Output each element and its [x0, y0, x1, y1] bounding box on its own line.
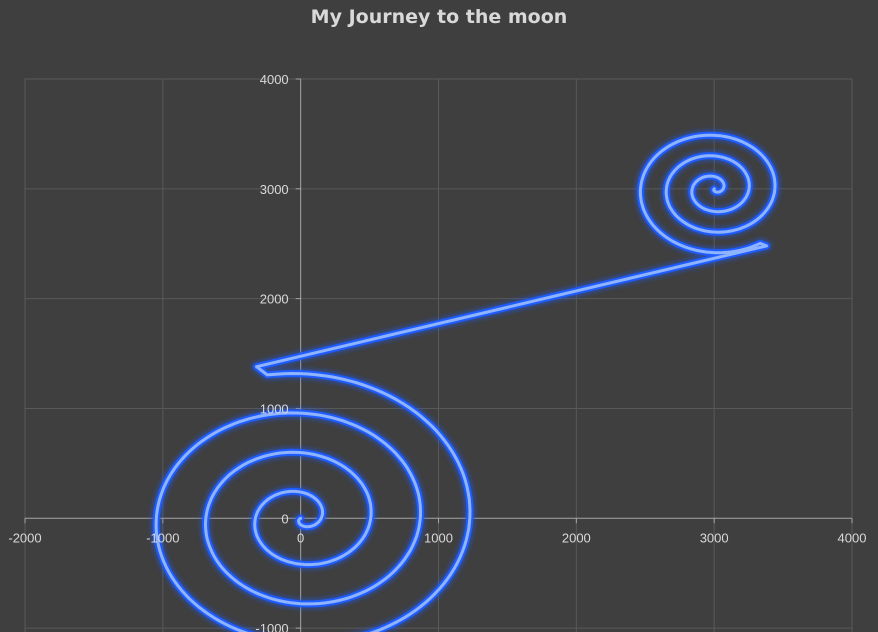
series-line-inner	[154, 133, 777, 632]
x-tick-label: -1000	[146, 530, 179, 545]
y-tick-label: 0	[281, 511, 288, 526]
x-tick-label: 4000	[838, 530, 867, 545]
gridlines	[24, 78, 853, 632]
series-line-glow	[150, 129, 781, 632]
y-tick-label: 3000	[260, 182, 289, 197]
y-tick-label: -1000	[255, 621, 288, 632]
y-tick-label: 1000	[260, 401, 289, 416]
x-tick-label: 2000	[562, 530, 591, 545]
series-journey	[150, 129, 781, 632]
y-tick-label: 2000	[260, 292, 289, 307]
tick-labels: -2000 -1000 0 1000 2000 3000 4000 -1000 0 1000 200…	[8, 72, 866, 632]
x-tick-label: 1000	[424, 530, 453, 545]
x-tick-label: 0	[297, 530, 304, 545]
y-tick-label: 4000	[260, 72, 289, 87]
chart-title: My Journey to the moon	[310, 6, 568, 28]
x-tick-label: 3000	[700, 530, 729, 545]
x-tick-label: -2000	[8, 530, 41, 545]
